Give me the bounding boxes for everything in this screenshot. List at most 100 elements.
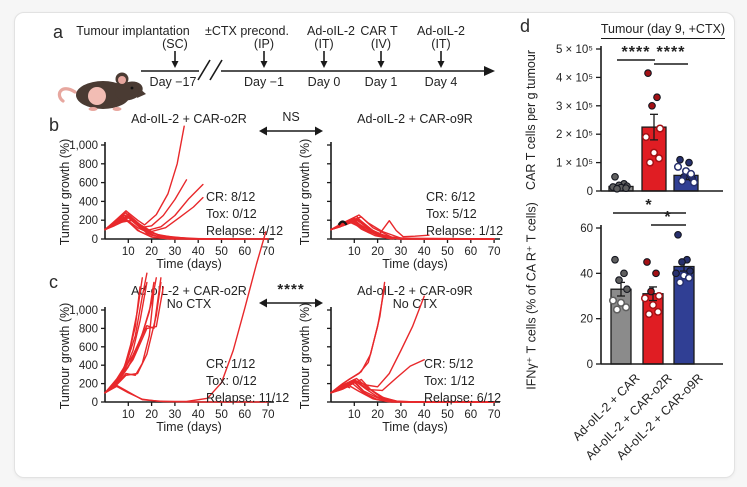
svg-text:800: 800 xyxy=(79,159,98,171)
svg-text:50: 50 xyxy=(215,246,228,258)
svg-text:400: 400 xyxy=(79,196,98,208)
plot-c-right-ylabel: Tumour growth (%) xyxy=(298,302,312,410)
timeline-event-sub-1: (SC) xyxy=(162,37,188,51)
svg-text:0: 0 xyxy=(587,186,593,198)
plot-b-left-ylabel: Tumour growth (%) xyxy=(58,138,72,246)
panel-label-b: b xyxy=(49,115,60,135)
svg-text:60: 60 xyxy=(238,246,251,258)
plot-c-left-subtitle: No CTX xyxy=(166,297,212,311)
svg-text:20: 20 xyxy=(145,409,158,421)
plot-c-left-stats: CR: 1/12 Tox: 0/12 Relapse: 11/12 xyxy=(206,356,289,407)
panel-label-d: d xyxy=(520,16,531,36)
svg-text:40: 40 xyxy=(418,409,431,421)
panel-label-a: a xyxy=(53,22,64,42)
svg-text:30: 30 xyxy=(169,246,182,258)
timeline-event-label-4: CAR T xyxy=(360,24,398,38)
bar-chart-car-t-cells: 0 1 × 10⁵ 2 × 10⁵ 3 × 10⁵ 4 × 10⁵ 5 × 10⁵ ****… xyxy=(556,44,723,198)
svg-text:20: 20 xyxy=(580,314,593,326)
plot-b-right: 10 20 30 40 50 60 70 xyxy=(327,142,500,258)
svg-text:70: 70 xyxy=(488,409,501,421)
stat-tox: Tox: 1/12 xyxy=(424,374,475,388)
plot-b-right-stats: CR: 6/12 Tox: 5/12 Relapse: 1/12 xyxy=(426,189,503,240)
svg-text:60: 60 xyxy=(464,409,477,421)
plot-c-left-xlabel: Time (days) xyxy=(156,420,222,434)
plot-c-right-xlabel: Time (days) xyxy=(382,420,448,434)
panel-d: d Tumour (day 9, +CTX) CAR T cells per g… xyxy=(501,13,734,476)
plot-c-right-subtitle: No CTX xyxy=(392,297,438,311)
bar-top-ylabel: CAR T cells per g tumour xyxy=(524,50,538,190)
stat-cr: CR: 8/12 xyxy=(206,190,256,204)
svg-text:****: **** xyxy=(622,44,651,61)
svg-text:*: * xyxy=(664,209,671,226)
comparison-b-arrow xyxy=(259,126,323,136)
timeline-arrowhead xyxy=(484,66,495,76)
svg-text:40: 40 xyxy=(580,268,593,280)
stat-relapse: Relapse: 1/12 xyxy=(426,224,504,238)
plot-b-left: 0 200 400 600 800 1,000 10 20 30 40 50 60 70 xyxy=(69,125,274,258)
svg-text:*: * xyxy=(645,197,652,214)
svg-text:400: 400 xyxy=(79,360,98,372)
svg-text:20: 20 xyxy=(371,246,384,258)
svg-text:0: 0 xyxy=(92,397,98,409)
plot-b-left-title: Ad-oIL-2 + CAR-o2R xyxy=(131,112,247,126)
svg-text:50: 50 xyxy=(441,409,454,421)
svg-text:0: 0 xyxy=(587,359,593,371)
comparison-c-label: **** xyxy=(277,281,305,298)
plot-c-left-ylabel: Tumour growth (%) xyxy=(58,302,72,410)
svg-text:2 × 10⁵: 2 × 10⁵ xyxy=(556,129,593,141)
svg-text:5 × 10⁵: 5 × 10⁵ xyxy=(556,44,593,56)
svg-text:50: 50 xyxy=(215,409,228,421)
bar-chart-ifng-t-cells: 0 20 40 60 * * xyxy=(580,197,723,371)
stat-tox: Tox: 0/12 xyxy=(206,207,257,221)
svg-text:70: 70 xyxy=(262,246,275,258)
svg-text:40: 40 xyxy=(192,246,205,258)
svg-text:20: 20 xyxy=(371,409,384,421)
plot-b-right-title: Ad-oIL-2 + CAR-o9R xyxy=(357,112,473,126)
timeline-day-1: Day −17 xyxy=(149,75,197,89)
svg-text:10: 10 xyxy=(122,246,135,258)
svg-text:200: 200 xyxy=(79,379,98,391)
timeline-day-5: Day 4 xyxy=(424,75,458,89)
svg-text:70: 70 xyxy=(488,246,501,258)
panel-label-c: c xyxy=(49,272,58,292)
svg-text:0: 0 xyxy=(92,234,98,246)
timeline-event-sub-5: (IT) xyxy=(431,37,451,51)
svg-text:600: 600 xyxy=(79,178,98,190)
comparison-b-label: NS xyxy=(282,110,300,124)
figure-card: a Tumour implantation (SC) ±CTX precond.… xyxy=(14,12,735,478)
stat-tox: Tox: 5/12 xyxy=(426,207,477,221)
svg-text:1 × 10⁵: 1 × 10⁵ xyxy=(556,158,593,170)
timeline-day-2: Day −1 xyxy=(244,75,284,89)
svg-text:40: 40 xyxy=(192,409,205,421)
timeline-day-4: Day 1 xyxy=(364,75,398,89)
svg-text:30: 30 xyxy=(395,409,408,421)
stat-relapse: Relapse: 11/12 xyxy=(206,391,290,405)
mouse-icon xyxy=(57,72,146,111)
timeline-event-label-5: Ad-oIL-2 xyxy=(417,24,465,38)
svg-text:10: 10 xyxy=(348,409,361,421)
svg-text:50: 50 xyxy=(441,246,454,258)
timeline-event-label-1: Tumour implantation xyxy=(76,24,190,38)
plot-c-right-stats: CR: 5/12 Tox: 1/12 Relapse: 6/12 xyxy=(424,356,501,407)
svg-text:1,000: 1,000 xyxy=(69,305,98,317)
timeline-event-label-2: ±CTX precond. xyxy=(205,24,289,38)
bar-bottom-ylabel: IFNγ⁺ T cells (% of CA R⁺ T cells) xyxy=(524,202,539,390)
svg-text:800: 800 xyxy=(79,323,98,335)
svg-text:10: 10 xyxy=(122,409,135,421)
plot-b-left-xlabel: Time (days) xyxy=(156,257,222,271)
svg-text:40: 40 xyxy=(418,246,431,258)
svg-text:70: 70 xyxy=(262,409,275,421)
svg-text:60: 60 xyxy=(238,409,251,421)
timeline-event-sub-2: (IP) xyxy=(253,37,275,51)
svg-text:60: 60 xyxy=(464,246,477,258)
svg-text:20: 20 xyxy=(145,246,158,258)
svg-text:30: 30 xyxy=(395,246,408,258)
svg-text:****: **** xyxy=(657,44,686,61)
bar-top-title: Tumour (day 9, +CTX) xyxy=(563,22,747,39)
svg-text:10: 10 xyxy=(348,246,361,258)
stat-cr: CR: 5/12 xyxy=(424,357,474,371)
plot-c-right: 10 20 30 40 50 60 70 xyxy=(327,281,500,421)
plot-b-left-stats: CR: 8/12 Tox: 0/12 Relapse: 4/12 xyxy=(206,189,283,240)
